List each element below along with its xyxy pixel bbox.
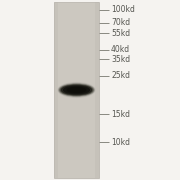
Text: 10kd: 10kd [111, 138, 130, 147]
Text: 70kd: 70kd [111, 18, 130, 27]
Text: 25kd: 25kd [111, 71, 130, 80]
Ellipse shape [60, 84, 93, 96]
Text: 55kd: 55kd [111, 29, 130, 38]
Ellipse shape [59, 84, 94, 96]
Ellipse shape [64, 86, 89, 94]
Bar [95, 2, 99, 178]
Bar [54, 2, 58, 178]
Text: 100kd: 100kd [111, 5, 135, 14]
Text: 15kd: 15kd [111, 110, 130, 119]
Bar [54, 2, 99, 178]
Ellipse shape [67, 88, 86, 92]
Text: 35kd: 35kd [111, 55, 130, 64]
Ellipse shape [61, 85, 92, 95]
Text: 40kd: 40kd [111, 45, 130, 54]
Ellipse shape [58, 83, 95, 97]
